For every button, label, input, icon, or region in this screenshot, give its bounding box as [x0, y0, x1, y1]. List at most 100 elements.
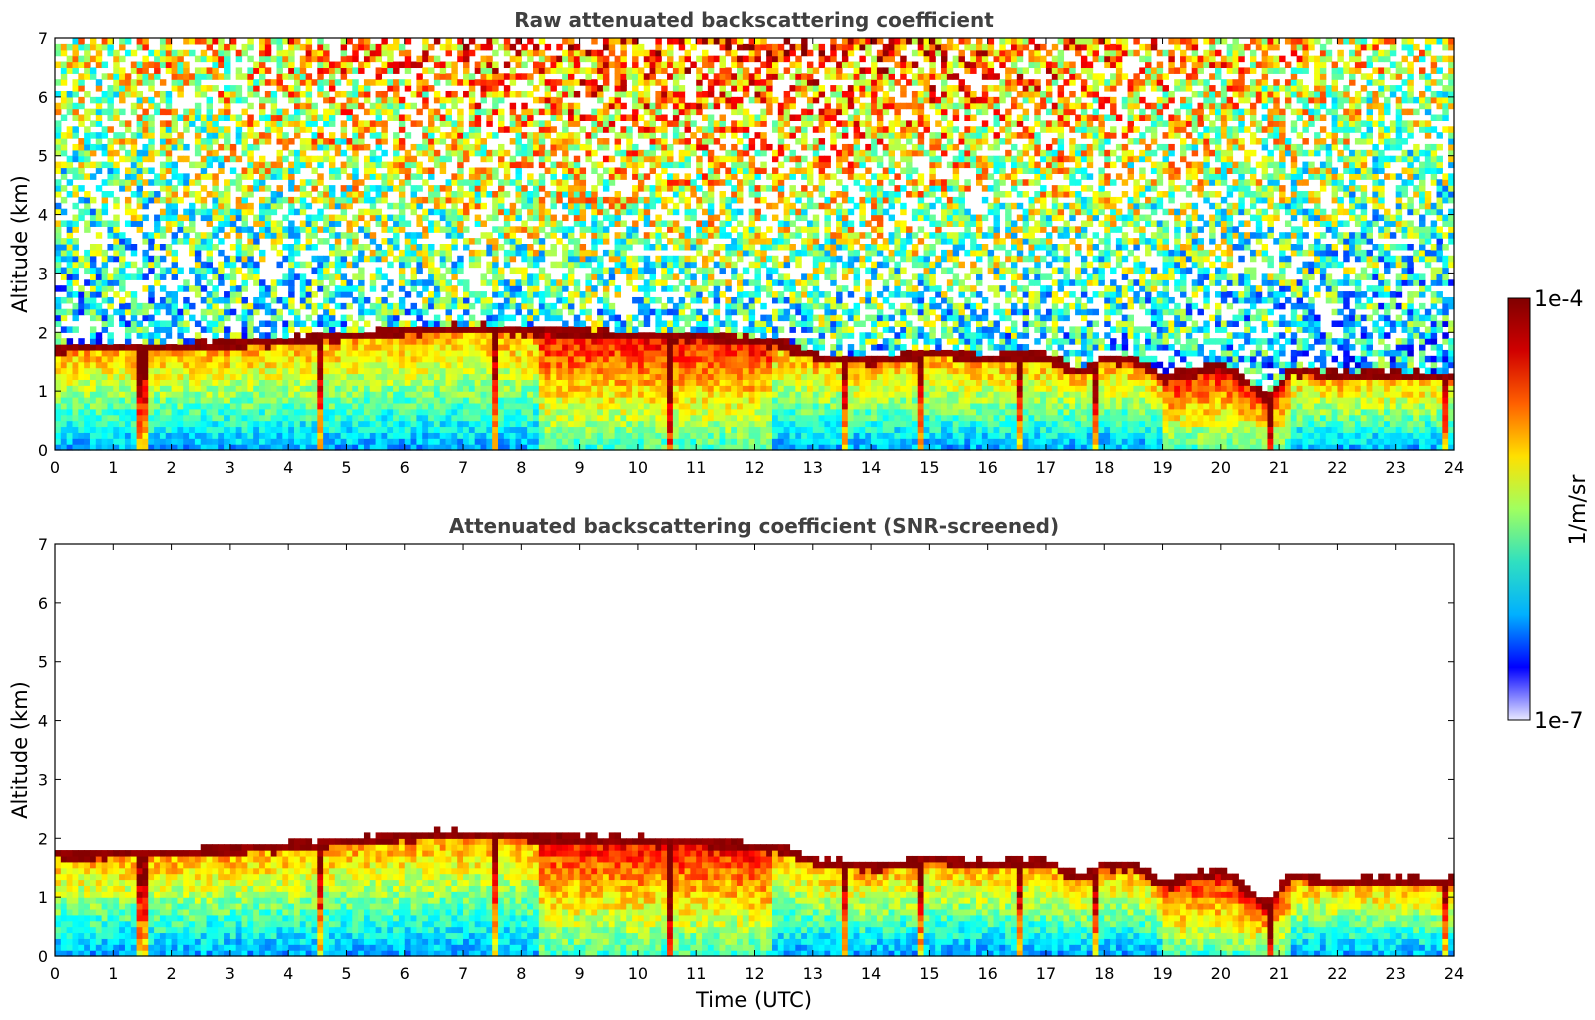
- heatmap-cell: [393, 391, 400, 398]
- heatmap-cell: [55, 302, 62, 310]
- heatmap-cell: [55, 438, 62, 445]
- heatmap-cell: [95, 61, 103, 69]
- heatmap-cell: [433, 161, 441, 169]
- heatmap-cell: [323, 408, 330, 416]
- heatmap-cell: [241, 444, 248, 451]
- heatmap-cell: [323, 308, 330, 316]
- heatmap-cell: [60, 426, 68, 433]
- heatmap-cell: [457, 167, 464, 174]
- heatmap-cell: [567, 279, 575, 286]
- heatmap-cell: [142, 373, 149, 380]
- heatmap-cell: [89, 38, 97, 45]
- heatmap-cell: [381, 444, 388, 451]
- heatmap-cell: [498, 332, 505, 339]
- heatmap-cell: [433, 349, 441, 357]
- heatmap-cell: [398, 326, 406, 333]
- heatmap-cell: [334, 367, 342, 375]
- heatmap-cell: [294, 79, 301, 86]
- heatmap-cell: [72, 43, 79, 51]
- heatmap-cell: [527, 385, 534, 392]
- heatmap-cell: [597, 161, 604, 169]
- heatmap-cell: [55, 361, 62, 369]
- heatmap-cell: [264, 90, 272, 98]
- heatmap-cell: [171, 414, 179, 422]
- heatmap-cell: [398, 126, 406, 133]
- heatmap-cell: [433, 302, 441, 310]
- heatmap-cell: [299, 444, 307, 451]
- heatmap-cell: [567, 191, 575, 198]
- heatmap-cell: [521, 255, 528, 263]
- heatmap-cell: [358, 285, 365, 292]
- heatmap-cell: [445, 379, 452, 386]
- heatmap-cell: [299, 191, 307, 198]
- heatmap-cell: [433, 355, 441, 363]
- heatmap-cell: [55, 43, 62, 51]
- heatmap-cell: [206, 438, 213, 445]
- heatmap-cell: [55, 379, 62, 386]
- heatmap-cell: [159, 408, 167, 416]
- heatmap-cell: [597, 108, 604, 116]
- heatmap-cell: [556, 102, 563, 110]
- heatmap-cell: [410, 191, 418, 198]
- heatmap-cell: [113, 214, 120, 222]
- heatmap-cell: [498, 79, 505, 86]
- heatmap-cell: [463, 373, 470, 380]
- heatmap-cell: [428, 355, 435, 363]
- heatmap-cell: [224, 179, 231, 186]
- heatmap-cell: [60, 96, 68, 104]
- heatmap-cell: [468, 249, 476, 257]
- heatmap-cell: [445, 361, 452, 369]
- heatmap-cell: [194, 391, 202, 398]
- heatmap-cell: [294, 338, 301, 345]
- heatmap-cell: [579, 55, 587, 63]
- heatmap-cell: [410, 432, 418, 439]
- heatmap-cell: [445, 296, 452, 304]
- heatmap-cell: [142, 196, 149, 204]
- heatmap-cell: [95, 367, 103, 375]
- heatmap-cell: [119, 132, 126, 139]
- heatmap-cell: [532, 191, 540, 198]
- heatmap-cell: [101, 444, 109, 451]
- heatmap-cell: [457, 408, 464, 416]
- heatmap-cell: [480, 55, 487, 63]
- heatmap-cell: [95, 143, 103, 151]
- heatmap-cell: [457, 120, 464, 127]
- heatmap-cell: [130, 414, 138, 422]
- heatmap-cell: [369, 108, 377, 116]
- heatmap-cell: [503, 296, 511, 304]
- heatmap-cell: [311, 49, 318, 57]
- heatmap-cell: [457, 420, 464, 428]
- heatmap-cell: [247, 414, 254, 422]
- heatmap-cell: [439, 367, 447, 375]
- heatmap-cell: [317, 397, 324, 404]
- heatmap-cell: [101, 355, 109, 363]
- heatmap-cell: [416, 85, 423, 92]
- heatmap-cell: [573, 438, 581, 445]
- heatmap-cell: [352, 244, 359, 251]
- heatmap-cell: [614, 367, 622, 375]
- heatmap-cell: [159, 367, 167, 375]
- heatmap-cell: [270, 296, 278, 304]
- heatmap-cell: [474, 173, 482, 180]
- heatmap-cell: [579, 214, 587, 222]
- heatmap-cell: [445, 426, 452, 433]
- heatmap-cell: [72, 273, 79, 280]
- heatmap-cell: [597, 114, 604, 121]
- heatmap-cell: [334, 402, 342, 410]
- heatmap-cell: [247, 255, 254, 263]
- heatmap-cell: [532, 261, 540, 269]
- heatmap-cell: [305, 143, 313, 151]
- heatmap-cell: [451, 379, 458, 386]
- heatmap-cell: [218, 320, 225, 327]
- heatmap-cell: [311, 332, 318, 339]
- heatmap-cell: [591, 326, 598, 333]
- heatmap-cell: [78, 302, 85, 310]
- heatmap-cell: [585, 149, 592, 157]
- heatmap-cell: [229, 38, 237, 45]
- heatmap-cell: [253, 85, 260, 92]
- heatmap-cell: [393, 373, 400, 380]
- heatmap-cell: [340, 332, 348, 339]
- heatmap-cell: [130, 61, 138, 69]
- heatmap-cell: [544, 426, 552, 433]
- heatmap-cell: [562, 126, 569, 133]
